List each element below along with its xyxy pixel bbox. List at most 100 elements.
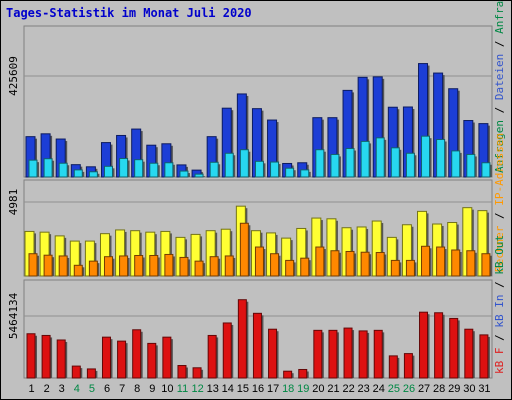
bar-kb-in bbox=[222, 322, 232, 379]
day-label: 31 bbox=[478, 383, 490, 395]
day-label: 3 bbox=[59, 383, 65, 395]
day-label: 17 bbox=[267, 383, 279, 395]
y-max-label: 425609 bbox=[7, 56, 20, 96]
legend-entry: / bbox=[493, 328, 506, 348]
bar-kb-in bbox=[192, 367, 202, 379]
bar-kb-in bbox=[419, 311, 429, 379]
bar-kb-in bbox=[41, 334, 51, 379]
day-label: 25 bbox=[388, 383, 400, 395]
day-label: 23 bbox=[358, 383, 370, 395]
bar-kb-in bbox=[479, 334, 489, 379]
bar-besuche bbox=[436, 246, 446, 277]
bar-dateien bbox=[88, 171, 98, 178]
day-label: 12 bbox=[191, 383, 203, 395]
legend-panel3: kB F / kB In / kB Out bbox=[493, 235, 506, 374]
legend-panel2: Rechner / IP-Adressen bbox=[493, 133, 506, 272]
bar-kb-in bbox=[207, 334, 217, 379]
day-label: 1 bbox=[28, 383, 34, 395]
bar-besuche bbox=[28, 253, 38, 277]
bar-dateien bbox=[43, 158, 53, 178]
bar-besuche bbox=[451, 249, 461, 277]
legend-entry: / bbox=[493, 34, 506, 54]
day-label: 8 bbox=[134, 383, 140, 395]
bar-besuche bbox=[390, 259, 400, 277]
day-label: 30 bbox=[463, 383, 475, 395]
bar-dateien bbox=[285, 167, 295, 178]
day-label: 13 bbox=[207, 383, 219, 395]
bar-kb-in bbox=[56, 339, 66, 379]
bar-dateien bbox=[58, 162, 68, 178]
day-label: 6 bbox=[104, 383, 110, 395]
day-label: 18 bbox=[282, 383, 294, 395]
legend-entry: / bbox=[493, 206, 506, 226]
bar-besuche bbox=[164, 253, 174, 277]
y-max-label: 4981 bbox=[7, 189, 20, 216]
day-label: 29 bbox=[448, 383, 460, 395]
bar-besuche bbox=[194, 260, 204, 277]
bar-dateien bbox=[239, 149, 249, 178]
bar-kb-in bbox=[237, 299, 247, 379]
day-label: 7 bbox=[119, 383, 125, 395]
legend-entry: / bbox=[493, 100, 506, 120]
day-label: 5 bbox=[89, 383, 95, 395]
bar-dateien bbox=[481, 162, 491, 178]
day-label: 9 bbox=[149, 383, 155, 395]
bar-kb-in bbox=[388, 355, 398, 379]
bar-dateien bbox=[270, 161, 280, 178]
chart-title: Tages-Statistik im Monat Juli 2020 bbox=[6, 6, 252, 20]
bar-kb-in bbox=[464, 328, 474, 379]
bar-besuche bbox=[239, 222, 249, 277]
day-label: 19 bbox=[297, 383, 309, 395]
bar-kb-in bbox=[162, 336, 172, 379]
bar-dateien bbox=[224, 152, 234, 178]
bar-dateien bbox=[179, 170, 189, 178]
bar-besuche bbox=[421, 245, 431, 277]
bar-kb-in bbox=[328, 329, 338, 379]
bar-kb-in bbox=[298, 368, 308, 379]
bar-besuche bbox=[73, 264, 83, 277]
bar-besuche bbox=[300, 257, 310, 277]
bar-kb-in bbox=[147, 342, 157, 379]
bar-besuche bbox=[224, 255, 234, 277]
bar-besuche bbox=[360, 251, 370, 277]
bar-dateien bbox=[119, 157, 129, 178]
bar-kb-in bbox=[313, 329, 323, 379]
bar-kb-in bbox=[132, 329, 142, 379]
bar-besuche bbox=[285, 259, 295, 277]
bar-kb-in bbox=[86, 368, 96, 379]
bar-dateien bbox=[134, 159, 144, 178]
bar-besuche bbox=[405, 259, 415, 277]
day-label: 11 bbox=[177, 383, 188, 395]
legend-entry: kB In bbox=[493, 295, 506, 328]
legend-entry: kB Out bbox=[493, 235, 506, 275]
bar-kb-in bbox=[177, 365, 187, 379]
bar-kb-in bbox=[449, 317, 459, 379]
bar-dateien bbox=[390, 147, 400, 178]
day-label: 21 bbox=[327, 383, 339, 395]
bar-kb-in bbox=[252, 312, 262, 379]
bar-kb-in bbox=[358, 330, 368, 379]
bar-besuche bbox=[254, 246, 264, 277]
bar-besuche bbox=[375, 252, 385, 277]
bar-besuche bbox=[58, 255, 68, 277]
legend-entry: kB F bbox=[493, 348, 506, 375]
bar-kb-in bbox=[283, 370, 293, 379]
day-label: 14 bbox=[222, 383, 234, 395]
bar-besuche bbox=[315, 246, 325, 277]
bar-dateien bbox=[300, 169, 310, 178]
legend-entry: Rechner bbox=[493, 225, 506, 272]
y-max-label: 5464134 bbox=[7, 292, 20, 339]
bar-besuche bbox=[119, 255, 129, 277]
bar-besuche bbox=[103, 256, 113, 277]
day-label: 15 bbox=[237, 383, 249, 395]
bar-besuche bbox=[149, 254, 159, 277]
bar-dateien bbox=[315, 149, 325, 178]
bar-kb-in bbox=[434, 312, 444, 379]
bar-kb-in bbox=[101, 336, 111, 379]
bar-kb-in bbox=[26, 333, 36, 379]
bar-dateien bbox=[330, 153, 340, 178]
bar-dateien bbox=[360, 140, 370, 178]
bar-dateien bbox=[149, 162, 159, 178]
bar-kb-in bbox=[403, 353, 413, 379]
